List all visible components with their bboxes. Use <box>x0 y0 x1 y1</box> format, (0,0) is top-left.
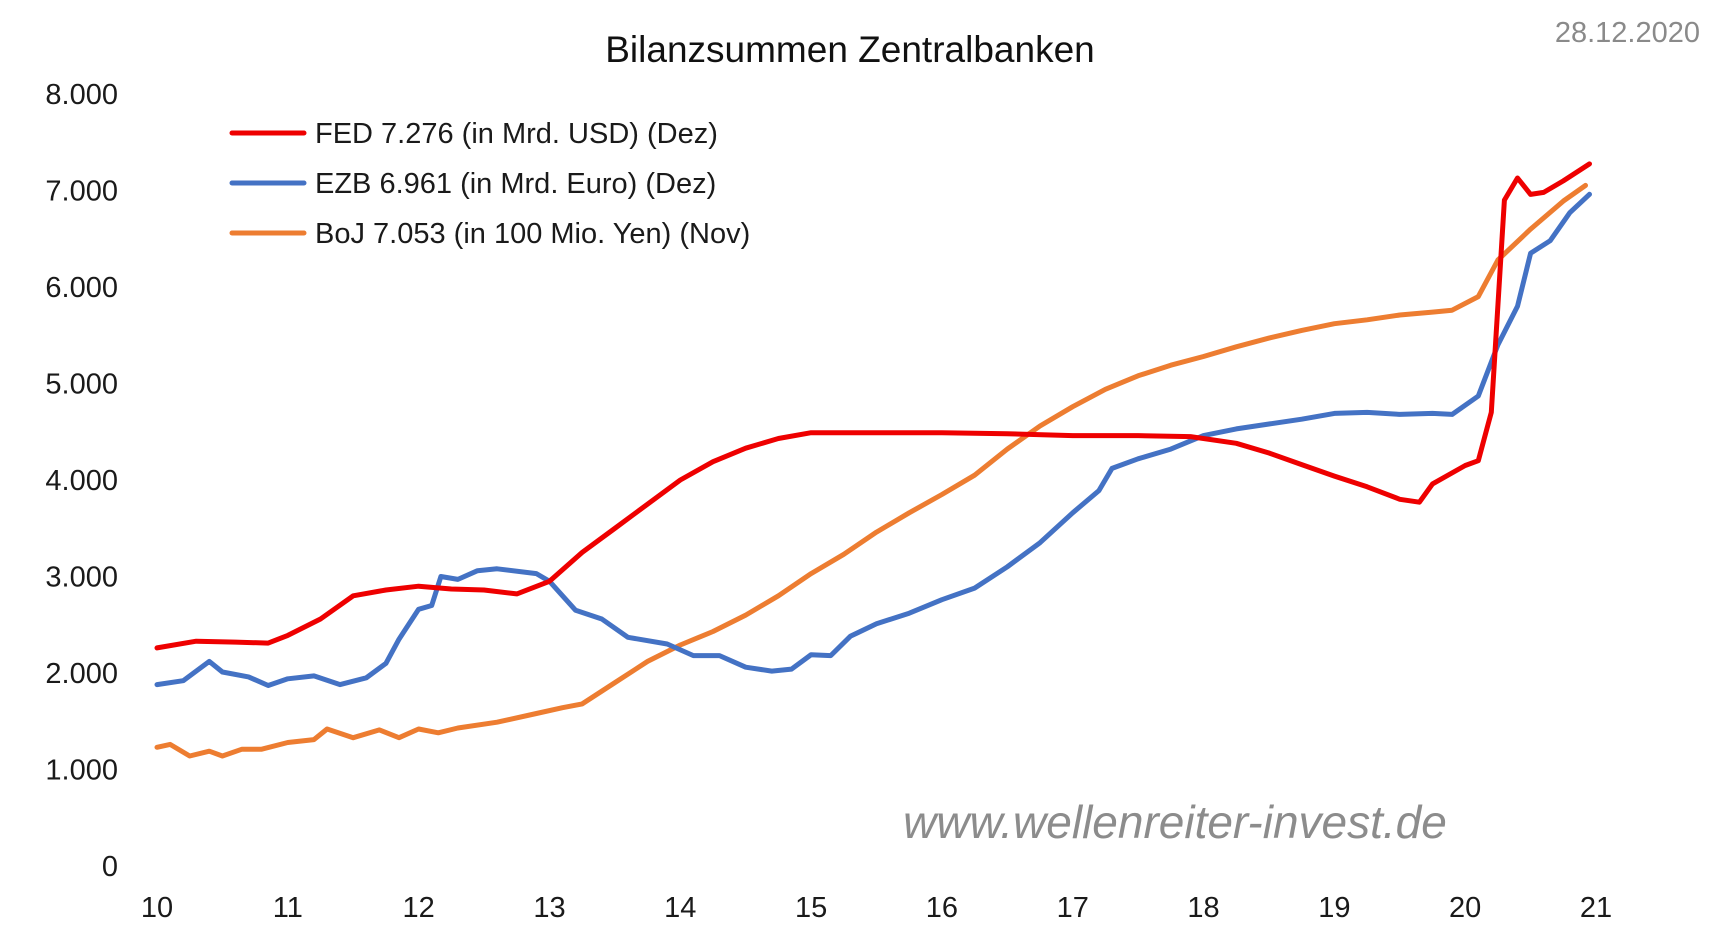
y-axis: 0 1.000 2.000 3.000 4.000 5.000 6.000 7.000 8.00… <box>45 79 118 883</box>
x-tick-label: 18 <box>1187 892 1219 924</box>
legend-label-ezb: EZB 6.961 (in Mrd. Euro) (Dez) <box>315 168 716 200</box>
x-tick-label: 13 <box>533 892 565 924</box>
series-line-boj <box>154 182 1588 759</box>
x-tick-label: 16 <box>926 892 958 924</box>
x-tick-label: 15 <box>795 892 827 924</box>
series-line-fed <box>154 161 1592 651</box>
y-tick-label: 5.000 <box>45 369 118 401</box>
chart-date: 28.12.2020 <box>1555 17 1700 49</box>
y-tick-label: 4.000 <box>45 465 118 497</box>
watermark: www.wellenreiter-invest.de <box>903 796 1447 848</box>
y-tick-label: 0 <box>102 851 118 883</box>
y-tick-label: 3.000 <box>45 562 118 594</box>
y-tick-label: 8.000 <box>45 79 118 111</box>
y-tick-label: 7.000 <box>45 176 118 208</box>
x-tick-label: 10 <box>141 892 173 924</box>
legend-label-fed: FED 7.276 (in Mrd. USD) (Dez) <box>315 118 718 150</box>
x-tick-label: 19 <box>1318 892 1350 924</box>
legend-label-boj: BoJ 7.053 (in 100 Mio. Yen) (Nov) <box>315 218 750 250</box>
y-tick-label: 2.000 <box>45 658 118 690</box>
x-tick-label: 17 <box>1057 892 1089 924</box>
x-tick-label: 14 <box>664 892 696 924</box>
y-tick-label: 1.000 <box>45 755 118 787</box>
chart-title: Bilanzsummen Zentralbanken <box>605 29 1094 70</box>
x-axis: 10 11 12 13 14 15 16 17 18 19 20 21 <box>141 892 1612 924</box>
x-tick-label: 11 <box>273 892 303 924</box>
legend: FED 7.276 (in Mrd. USD) (Dez) EZB 6.961 (… <box>229 118 750 250</box>
x-tick-label: 21 <box>1580 892 1612 924</box>
series-line-ezb <box>154 191 1592 688</box>
x-tick-label: 20 <box>1449 892 1481 924</box>
x-tick-label: 12 <box>403 892 435 924</box>
plot-area <box>154 161 1592 759</box>
y-tick-label: 6.000 <box>45 272 118 304</box>
